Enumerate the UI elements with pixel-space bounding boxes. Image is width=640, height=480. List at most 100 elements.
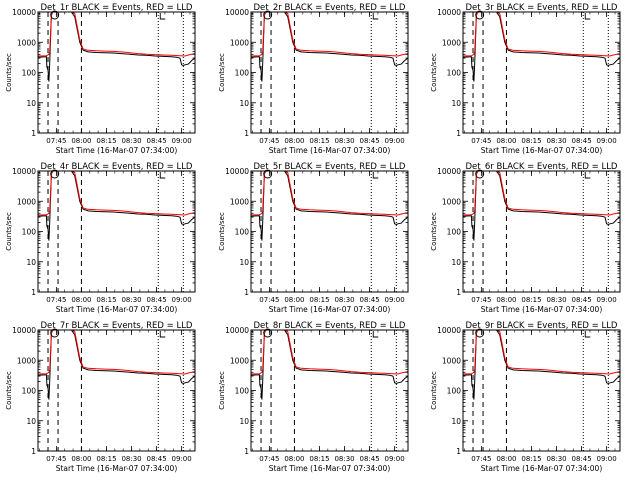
x-axis-label: Start Time (16-Mar-07 07:34:00) — [481, 146, 603, 155]
x-tick-label: 08:30 — [334, 296, 354, 304]
panel-series — [463, 12, 620, 82]
x-tick-label: 07:45 — [46, 296, 66, 304]
y-tick-label: 1 — [244, 129, 249, 138]
event-marker-icon — [263, 10, 273, 20]
y-tick-label: 1000 — [230, 38, 249, 47]
y-tick-label: 1 — [456, 129, 461, 138]
x-tick-label: 08:30 — [334, 455, 354, 463]
panel-frame — [462, 11, 621, 134]
x-tick-label: 07:45 — [259, 296, 279, 304]
x-tick-label: 08:45 — [146, 296, 166, 304]
series-lld-line — [38, 171, 195, 216]
bracket-marker-icon — [159, 13, 166, 20]
x-tick-label: 07:45 — [46, 137, 66, 145]
series-events-line — [38, 330, 195, 400]
y-tick-label: 1000 — [442, 197, 461, 206]
y-tick-label: 10000 — [225, 167, 249, 176]
y-tick-label: 100 — [235, 387, 250, 396]
series-events-line — [463, 12, 620, 82]
y-tick-label: 1 — [244, 288, 249, 297]
panel-series — [251, 12, 408, 82]
bracket-marker-icon — [372, 172, 379, 179]
x-tick-label: 08:30 — [546, 296, 566, 304]
x-tick-label: 09:00 — [172, 455, 192, 463]
x-axis-label: Start Time (16-Mar-07 07:34:00) — [56, 305, 178, 314]
y-tick-label: 1 — [456, 447, 461, 456]
y-tick-label: 1 — [31, 288, 36, 297]
x-tick-label: 08:45 — [146, 137, 166, 145]
y-tick-label: 1 — [456, 288, 461, 297]
x-tick-label: 09:00 — [385, 455, 405, 463]
y-axis-label: Counts/sec — [5, 371, 13, 410]
y-tick-label: 10000 — [12, 8, 36, 17]
bracket-marker-icon — [584, 172, 591, 179]
event-marker-icon — [50, 328, 60, 338]
panel-title: Det_8r BLACK = Events, RED = LLD — [254, 321, 406, 331]
y-tick-label: 10000 — [437, 8, 461, 17]
panel-title: Det_1r BLACK = Events, RED = LLD — [41, 3, 193, 13]
x-tick-label: 07:45 — [259, 137, 279, 145]
panel-series — [38, 171, 195, 241]
y-tick-label: 1000 — [17, 38, 36, 47]
series-events-line — [463, 171, 620, 241]
panel-title: Det_9r BLACK = Events, RED = LLD — [466, 321, 618, 331]
y-axis-label: Counts/sec — [218, 212, 226, 251]
y-tick-label: 10000 — [437, 326, 461, 335]
detector-panel-3: Det_3r BLACK = Events, RED = LLD 1 10 100 10… — [430, 3, 621, 155]
y-tick-label: 10000 — [12, 167, 36, 176]
panel-frame — [250, 170, 409, 293]
x-tick-label: 08:15 — [96, 137, 116, 145]
y-tick-label: 10 — [451, 258, 461, 267]
y-tick-label: 100 — [235, 228, 250, 237]
y-tick-label: 1000 — [17, 356, 36, 365]
x-axis-label: Start Time (16-Mar-07 07:34:00) — [269, 305, 391, 314]
x-tick-label: 08:15 — [96, 455, 116, 463]
bracket-marker-icon — [159, 172, 166, 179]
x-tick-label: 08:45 — [359, 455, 379, 463]
y-axis-label: Counts/sec — [218, 371, 226, 410]
x-tick-label: 08:00 — [284, 455, 304, 463]
detector-panel-6: Det_6r BLACK = Events, RED = LLD 1 10 100 10… — [430, 162, 621, 314]
x-axis-label: Start Time (16-Mar-07 07:34:00) — [56, 464, 178, 473]
detector-panel-4: Det_4r BLACK = Events, RED = LLD 1 10 100 10… — [5, 162, 196, 314]
y-tick-label: 100 — [235, 69, 250, 78]
x-axis-label: Start Time (16-Mar-07 07:34:00) — [56, 146, 178, 155]
panel-frame — [250, 329, 409, 452]
x-tick-label: 08:15 — [309, 296, 329, 304]
series-lld-line — [463, 171, 620, 216]
series-lld-line — [38, 12, 195, 57]
x-tick-label: 08:00 — [496, 137, 516, 145]
panel-title: Det_7r BLACK = Events, RED = LLD — [41, 321, 193, 331]
series-lld-line — [251, 12, 408, 57]
x-tick-label: 08:00 — [71, 455, 91, 463]
x-tick-label: 09:00 — [385, 137, 405, 145]
y-tick-label: 1 — [31, 129, 36, 138]
x-tick-label: 09:00 — [597, 455, 617, 463]
y-tick-label: 10 — [26, 99, 36, 108]
panel-title: Det_5r BLACK = Events, RED = LLD — [254, 162, 406, 172]
x-tick-label: 07:45 — [471, 137, 491, 145]
bracket-marker-icon — [159, 331, 166, 338]
x-tick-label: 08:15 — [521, 137, 541, 145]
x-tick-label: 09:00 — [172, 137, 192, 145]
series-events-line — [251, 12, 408, 82]
x-axis-label: Start Time (16-Mar-07 07:34:00) — [269, 464, 391, 473]
y-tick-label: 10000 — [437, 167, 461, 176]
x-tick-label: 08:45 — [359, 137, 379, 145]
detector-panel-2: Det_2r BLACK = Events, RED = LLD 1 10 100 10… — [218, 3, 409, 155]
y-tick-label: 10 — [239, 258, 249, 267]
y-tick-label: 10 — [26, 417, 36, 426]
x-tick-label: 08:15 — [309, 455, 329, 463]
x-tick-label: 08:30 — [121, 455, 141, 463]
y-axis-label: Counts/sec — [5, 212, 13, 251]
y-tick-label: 1000 — [230, 356, 249, 365]
x-tick-label: 08:15 — [521, 296, 541, 304]
series-lld-line — [38, 330, 195, 375]
x-tick-label: 08:00 — [71, 137, 91, 145]
y-tick-label: 10 — [239, 417, 249, 426]
panel-title: Det_2r BLACK = Events, RED = LLD — [254, 3, 406, 13]
y-tick-label: 1000 — [17, 197, 36, 206]
panel-series — [463, 330, 620, 400]
panel-frame — [37, 11, 196, 134]
